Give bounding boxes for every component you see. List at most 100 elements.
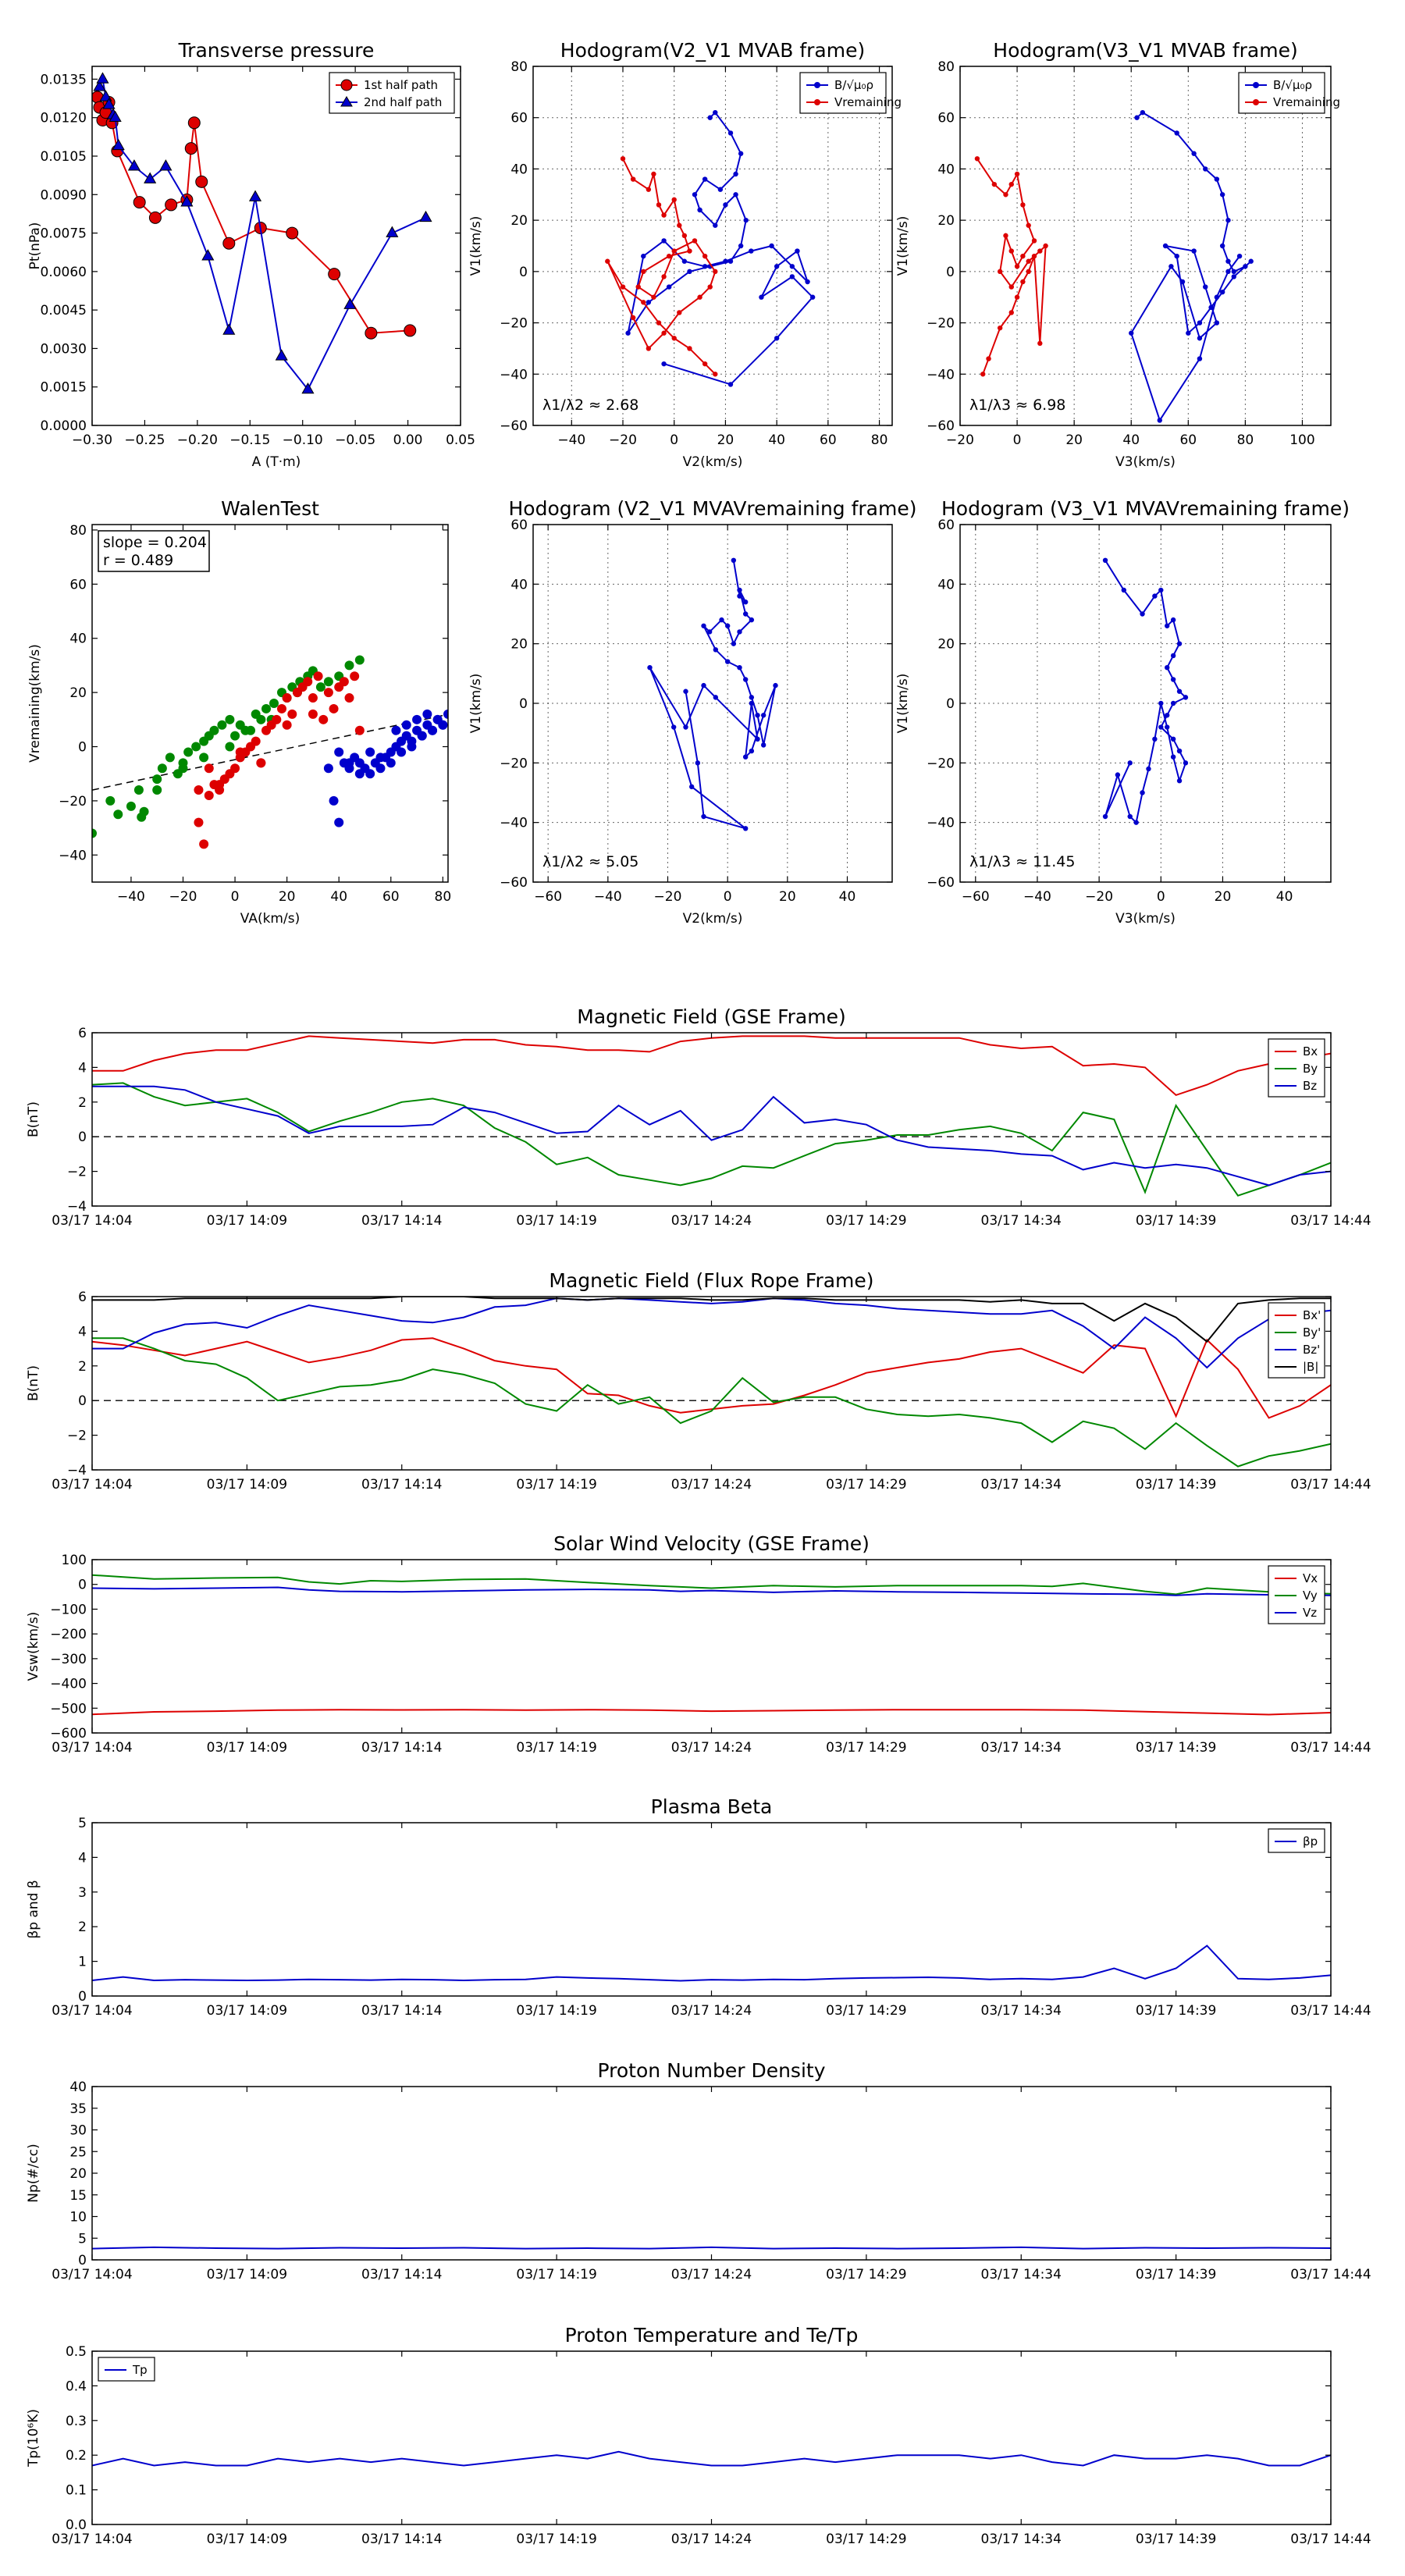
data-point <box>191 742 201 752</box>
y-tick-label: 0 <box>78 1578 87 1593</box>
panel-3: −20 0 20 40 60 80 100 −60 −40 −20 0 20 40 60 80 Hodogra… <box>895 39 1340 470</box>
x-tick-label: 03/17 14:39 <box>1136 1213 1216 1229</box>
y-tick-label: 20 <box>510 213 528 229</box>
data-point <box>683 724 688 730</box>
x-tick-label: 03/17 14:19 <box>516 1213 596 1229</box>
data-point <box>773 682 778 688</box>
data-point <box>112 138 125 151</box>
data-point <box>661 238 667 244</box>
series-1 <box>1102 557 1189 825</box>
y-tick-label: 2 <box>78 1359 87 1375</box>
data-point <box>651 294 656 300</box>
y-tick-label: 0.0105 <box>41 149 87 165</box>
data-point <box>443 709 448 719</box>
data-point <box>391 725 401 735</box>
data-point <box>646 187 652 192</box>
y-tick-label: −40 <box>59 848 87 863</box>
x-tick-label: 03/17 14:34 <box>981 2267 1062 2282</box>
series-line <box>92 1709 1331 1716</box>
y-axis-label: V1(km/s) <box>468 216 484 276</box>
y-tick-label: 60 <box>937 111 955 126</box>
series-line <box>1104 560 1187 824</box>
data-point <box>666 284 672 290</box>
legend-marker <box>814 82 820 88</box>
y-tick-label: 4 <box>78 1060 87 1076</box>
data-point <box>692 192 698 197</box>
data-point <box>276 703 286 713</box>
x-tick-label: 03/17 14:29 <box>826 2003 906 2019</box>
data-point <box>701 623 706 628</box>
x-tick-label: 03/17 14:44 <box>1290 1213 1371 1229</box>
x-tick-label: 03/17 14:04 <box>52 1213 132 1229</box>
data-point <box>1168 264 1174 269</box>
y-tick-label: 2 <box>78 1095 87 1111</box>
data-point <box>318 714 329 724</box>
data-point <box>670 724 677 730</box>
data-point <box>661 361 667 367</box>
y-tick-label: 0.0 <box>66 2517 87 2533</box>
data-point <box>1158 587 1164 593</box>
series-line <box>92 1337 1331 1468</box>
data-point <box>731 557 737 563</box>
data-point <box>1014 294 1020 300</box>
data-point <box>651 171 656 177</box>
x-tick-label: 40 <box>768 432 785 448</box>
data-point <box>92 828 97 838</box>
data-point <box>397 747 407 757</box>
axes-frame <box>91 2086 1332 2261</box>
data-point <box>749 617 755 623</box>
x-tick-label: −20 <box>609 432 637 448</box>
series-1 <box>625 109 816 387</box>
series-line <box>92 1574 1331 1596</box>
y-tick-label: 40 <box>69 632 87 647</box>
data-point <box>809 294 816 300</box>
data-point <box>126 801 136 811</box>
data-point <box>687 269 692 275</box>
data-point <box>183 747 194 757</box>
data-point <box>737 593 742 599</box>
x-tick-label: 03/17 14:24 <box>671 1740 752 1756</box>
x-tick-label: 0 <box>231 889 240 905</box>
data-point <box>742 826 749 831</box>
series-2 <box>93 72 432 394</box>
y-tick-label: 0 <box>946 265 955 280</box>
data-point <box>354 769 365 779</box>
data-point <box>339 677 349 687</box>
chart-title: Plasma Beta <box>651 1795 773 1818</box>
x-tick-label: −40 <box>1023 889 1051 905</box>
panel-12: 03/17 14:04 03/17 14:09 03/17 14:14 03/17 1… <box>26 2324 1371 2547</box>
y-tick-label: −600 <box>50 1726 87 1742</box>
data-point <box>1231 269 1236 275</box>
data-point <box>199 839 209 849</box>
data-point <box>308 693 318 703</box>
x-tick-label: 03/17 14:24 <box>671 2267 752 2282</box>
x-tick-label: 03/17 14:29 <box>826 1213 906 1229</box>
x-tick-label: 03/17 14:14 <box>361 1477 442 1493</box>
data-point <box>1176 748 1183 754</box>
y-tick-label: 0.0060 <box>41 265 87 280</box>
y-tick-label: 2 <box>78 1920 87 1935</box>
data-point <box>350 671 360 681</box>
legend-label: βp <box>1303 1834 1318 1848</box>
y-tick-label: 35 <box>69 2101 87 2117</box>
data-point <box>225 742 235 752</box>
legend-marker <box>814 99 820 105</box>
data-point <box>419 210 432 222</box>
x-tick-label: 40 <box>1276 889 1293 905</box>
data-point <box>713 109 718 116</box>
legend-box <box>799 72 887 114</box>
data-point <box>1197 356 1203 361</box>
legend: Bx By Bz <box>1268 1038 1325 1098</box>
data-point <box>272 714 282 724</box>
x-tick-label: −20 <box>654 889 682 905</box>
y-tick-label: 0.1 <box>66 2483 87 2499</box>
x-tick-label: 40 <box>1122 432 1140 448</box>
data-point <box>204 790 214 800</box>
data-point <box>760 713 767 718</box>
data-point <box>1179 279 1186 285</box>
legend-box <box>1238 72 1325 114</box>
y-tick-label: 0 <box>78 1989 87 2005</box>
y-tick-label: 6 <box>78 1290 87 1305</box>
x-tick-label: −0.20 <box>177 432 218 448</box>
x-tick-label: 20 <box>1215 889 1232 905</box>
